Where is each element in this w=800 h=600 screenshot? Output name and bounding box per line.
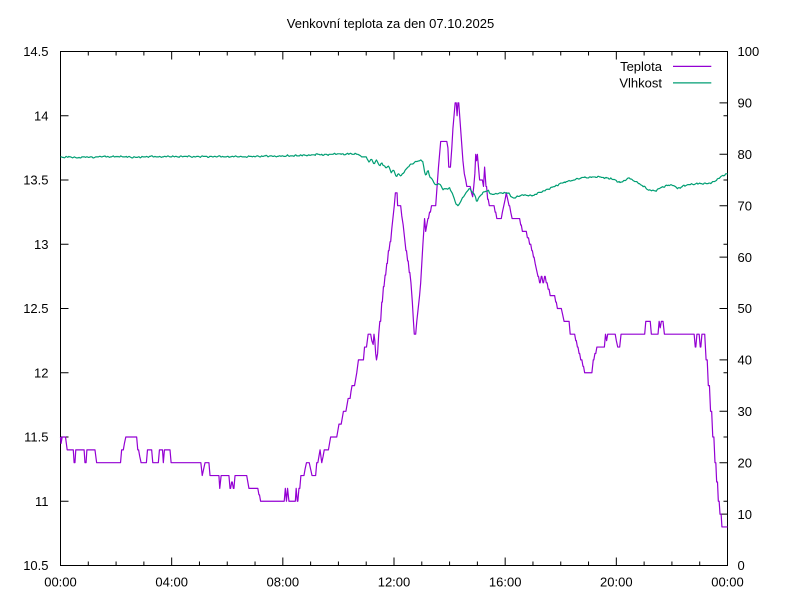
svg-text:40: 40 xyxy=(738,353,752,368)
svg-text:80: 80 xyxy=(738,147,752,162)
svg-text:30: 30 xyxy=(738,404,752,419)
svg-text:60: 60 xyxy=(738,250,752,265)
svg-text:14: 14 xyxy=(34,109,48,124)
svg-text:13.5: 13.5 xyxy=(23,173,48,188)
svg-text:20: 20 xyxy=(738,455,752,470)
svg-text:13: 13 xyxy=(34,237,48,252)
svg-text:Vlhkost: Vlhkost xyxy=(619,76,662,91)
svg-text:70: 70 xyxy=(738,198,752,213)
svg-text:16:00: 16:00 xyxy=(489,575,522,590)
svg-text:50: 50 xyxy=(738,301,752,316)
svg-text:00:00: 00:00 xyxy=(44,575,77,590)
svg-text:12: 12 xyxy=(34,365,48,380)
svg-text:11.5: 11.5 xyxy=(24,430,48,445)
svg-text:11: 11 xyxy=(35,494,49,509)
svg-text:10.5: 10.5 xyxy=(23,558,48,573)
svg-text:04:00: 04:00 xyxy=(155,575,188,590)
svg-text:00:00: 00:00 xyxy=(711,575,744,590)
svg-text:Teplota: Teplota xyxy=(620,59,663,74)
svg-text:10: 10 xyxy=(738,507,752,522)
svg-text:20:00: 20:00 xyxy=(600,575,633,590)
svg-text:Venkovní teplota za den 07.10.: Venkovní teplota za den 07.10.2025 xyxy=(287,16,494,31)
svg-text:14.5: 14.5 xyxy=(23,44,48,59)
svg-text:90: 90 xyxy=(738,96,752,111)
svg-text:12:00: 12:00 xyxy=(378,575,411,590)
svg-text:100: 100 xyxy=(738,44,760,59)
svg-text:12.5: 12.5 xyxy=(23,301,48,316)
svg-text:0: 0 xyxy=(738,558,745,573)
svg-text:08:00: 08:00 xyxy=(267,575,300,590)
